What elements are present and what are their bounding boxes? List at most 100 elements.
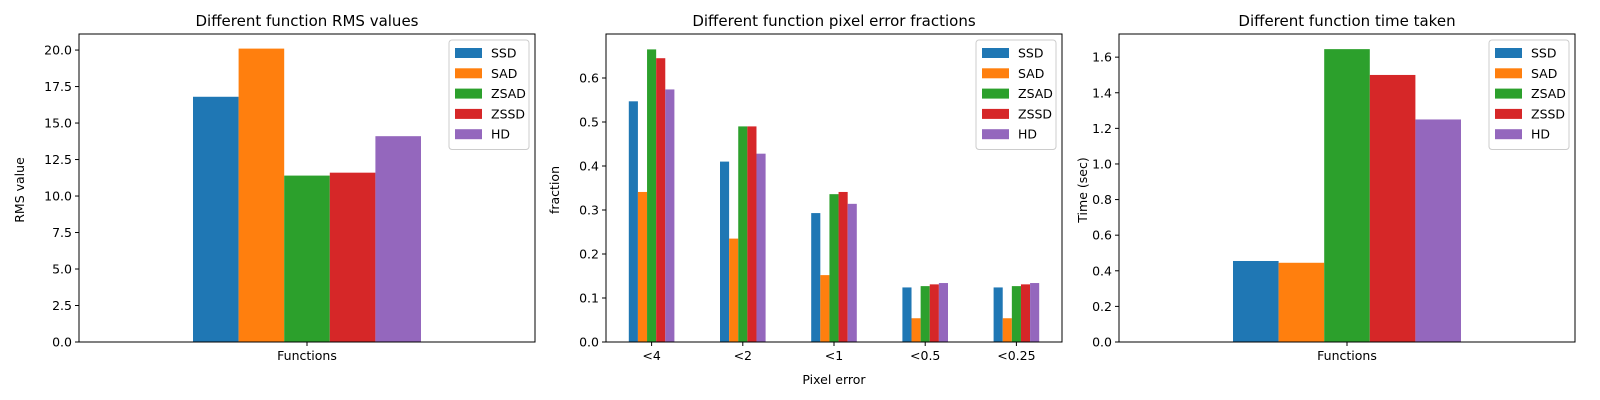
- bar-zsad-1: [829, 194, 839, 342]
- legend-swatch-ssd: [455, 48, 482, 58]
- bar-zssd-2: [747, 126, 757, 343]
- legend-swatch-ssd: [1495, 48, 1522, 58]
- legend-swatch-zsad: [1495, 88, 1522, 99]
- x-tick-label: <1: [825, 348, 843, 363]
- y-tick-label: 2.5: [52, 298, 72, 313]
- legend-label-sad: SAD: [1531, 66, 1557, 81]
- legend: SSD SAD ZSAD ZSSD HD: [448, 39, 530, 150]
- bars: [628, 49, 1040, 343]
- y-tick-label: 1.2: [1092, 121, 1112, 136]
- legend-swatch-ssd: [982, 48, 1009, 58]
- y-tick-label: 0.0: [579, 335, 599, 350]
- legend-label-zssd: ZSSD: [1018, 106, 1052, 121]
- bar-sad-0-5: [911, 318, 921, 342]
- bars: [1233, 49, 1461, 343]
- legend-swatch-sad: [455, 68, 482, 79]
- bar-ssd-functions: [1233, 260, 1279, 342]
- bar-zsad-0-25: [1011, 286, 1021, 342]
- bar-hd-functions: [375, 136, 421, 342]
- legend-label-ssd: SSD: [491, 46, 517, 61]
- y-tick-label: 0.3: [579, 203, 599, 218]
- legend-swatch-hd: [455, 129, 482, 140]
- x-tick-label: <2: [734, 348, 752, 363]
- x-tick-label: <0.25: [997, 348, 1035, 363]
- x-tick-label: <4: [642, 348, 660, 363]
- bar-sad-0-25: [1002, 318, 1012, 342]
- chart-time-taken: Different function time taken Time (sec)…: [1075, 12, 1576, 363]
- bar-sad-functions: [238, 48, 285, 342]
- bar-zsad-4: [647, 49, 657, 343]
- bar-ssd-2: [720, 161, 730, 342]
- bar-zsad-0-5: [920, 286, 930, 342]
- chart-title: Different function RMS values: [196, 12, 419, 30]
- legend-box: [1488, 39, 1570, 150]
- bar-ssd-1: [811, 213, 821, 342]
- bar-sad-2: [729, 238, 739, 342]
- bar-hd-0-5: [938, 283, 948, 342]
- y-tick-label: 1.4: [1092, 85, 1112, 100]
- bar-hd-2: [756, 153, 766, 342]
- x-tick-label: Functions: [1317, 348, 1377, 363]
- y-tick-label: 0.4: [579, 159, 599, 174]
- chart-title: Different function pixel error fractions: [692, 12, 976, 30]
- y-tick-label: 1.6: [1092, 50, 1112, 65]
- y-tick-label: 0.2: [1092, 299, 1112, 314]
- y-tick-label: 0.6: [1092, 228, 1112, 243]
- x-tick-label: Functions: [277, 348, 337, 363]
- y-tick-label: 10.0: [44, 189, 72, 204]
- legend-swatch-zssd: [455, 108, 482, 119]
- legend-label-zsad: ZSAD: [1531, 86, 1566, 101]
- bar-sad-functions: [1278, 262, 1325, 342]
- x-axis-label: Pixel error: [802, 372, 866, 387]
- legend-box: [975, 39, 1057, 150]
- bar-hd-1: [847, 203, 857, 342]
- bar-ssd-4: [628, 101, 638, 342]
- y-tick-label: 0.5: [579, 115, 599, 130]
- y-tick-label: 12.5: [44, 152, 72, 167]
- y-tick-label: 15.0: [44, 116, 72, 131]
- bar-hd-4: [665, 89, 675, 342]
- plot-frame: [78, 33, 536, 343]
- bars: [193, 48, 421, 343]
- legend: SSD SAD ZSAD ZSSD HD: [1488, 39, 1570, 150]
- chart-title: Different function time taken: [1238, 12, 1455, 30]
- legend-swatch-zsad: [982, 88, 1009, 99]
- bar-zssd-1: [838, 191, 848, 342]
- legend-label-hd: HD: [1018, 127, 1037, 142]
- y-axis-label: Time (sec): [1075, 157, 1090, 223]
- chart-rms-values: Different function RMS values RMS value …: [12, 12, 536, 363]
- bar-zsad-2: [738, 126, 748, 343]
- legend-swatch-zssd: [1495, 108, 1522, 119]
- ticks: 0.0 0.1 0.2 0.3 0.4 0.5 0.6 <4 <2 <1 <0.5 <0.25: [579, 71, 1035, 364]
- y-tick-label: 0.0: [52, 335, 72, 350]
- bar-zssd-0-5: [929, 284, 939, 342]
- legend-swatch-zssd: [982, 108, 1009, 119]
- bar-sad-4: [637, 191, 648, 342]
- bar-ssd-0-25: [993, 287, 1003, 342]
- legend-label-zssd: ZSSD: [1531, 106, 1565, 121]
- y-tick-label: 7.5: [52, 225, 72, 240]
- legend-label-zsad: ZSAD: [491, 86, 526, 101]
- y-tick-label: 0.8: [1092, 192, 1112, 207]
- plot-frame: [1118, 33, 1576, 343]
- legend: SSD SAD ZSAD ZSSD HD: [975, 39, 1057, 150]
- legend-label-sad: SAD: [1018, 66, 1044, 81]
- plot-frame: [605, 33, 1063, 343]
- legend-swatch-sad: [1495, 68, 1522, 79]
- y-axis-label: RMS value: [12, 157, 27, 223]
- bar-zssd-0-25: [1020, 284, 1031, 342]
- x-tick-label: <0.5: [910, 348, 940, 363]
- legend-label-ssd: SSD: [1531, 46, 1557, 61]
- bar-zsad-functions: [1324, 49, 1370, 342]
- y-tick-label: 17.5: [44, 79, 72, 94]
- bar-zssd-functions: [329, 172, 376, 342]
- ticks: 0.0 0.2 0.4 0.6 0.8 1.0 1.2 1.4 1.6 Functions: [1092, 50, 1377, 363]
- y-tick-label: 0.1: [579, 291, 599, 306]
- legend-label-hd: HD: [1531, 127, 1550, 142]
- legend-label-zsad: ZSAD: [1018, 86, 1053, 101]
- bar-zssd-4: [656, 58, 666, 342]
- chart-pixel-error-fractions: Different function pixel error fractions…: [547, 12, 1063, 387]
- bar-zsad-functions: [284, 175, 330, 342]
- legend-label-zssd: ZSSD: [491, 106, 525, 121]
